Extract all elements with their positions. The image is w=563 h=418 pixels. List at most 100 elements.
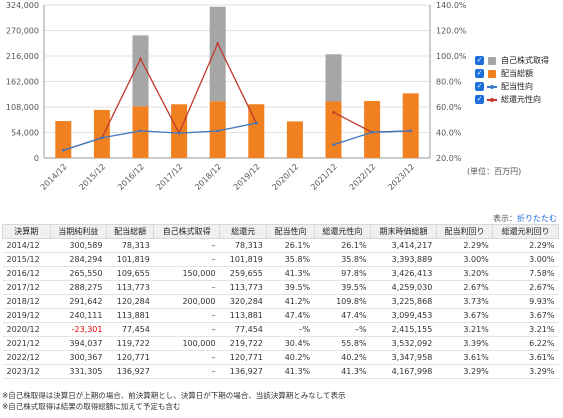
x-tick-label: 2023/12 — [386, 162, 416, 192]
table-cell: 3,347,958 — [370, 350, 437, 365]
table-row: 2014/12 300,589 78,313–78,313 26.1% 26.1% 3,4… — [2, 238, 559, 253]
legend-item-payout-ratio[interactable]: ✓ 配当性向 — [475, 80, 549, 93]
table-row: 2020/12 -23,301 77,454–77,454 –% –% 2,415,155… — [2, 322, 559, 337]
series-point — [139, 57, 142, 61]
legend-label: 総還元性向 — [501, 95, 541, 104]
series-point — [139, 129, 142, 133]
footnotes: ※自己株取得は決算日が上期の場合、前決算期とし、決算日が下期の場合、当該決算期と… — [2, 390, 346, 412]
table-cell: 97.8% — [314, 266, 371, 281]
table-cell: 3.29% — [492, 364, 559, 379]
series-point — [100, 136, 104, 140]
table-cell: – — [153, 322, 220, 337]
column-header: 期末時価総額 — [370, 224, 437, 239]
table-cell: 3,225,868 — [370, 294, 437, 309]
table-cell: 55.8% — [314, 336, 371, 351]
y-tick-label-right: 80.0% — [436, 78, 462, 87]
table-cell: 47.4% — [266, 308, 315, 323]
table-cell: 2017/12 — [2, 280, 51, 295]
bar-dividend-total — [402, 93, 419, 158]
column-header: 総還元性向 — [313, 224, 372, 239]
checkbox-icon[interactable]: ✓ — [475, 56, 484, 65]
column-header: 総還元 — [219, 224, 268, 239]
column-header: 配当総額 — [105, 224, 155, 239]
column-header: 配当利回り — [435, 224, 494, 239]
table-cell: 2.29% — [492, 238, 559, 253]
table-cell: 2021/12 — [2, 336, 51, 351]
x-tick-label: 2017/12 — [155, 162, 185, 192]
series-point — [62, 148, 65, 152]
table-cell: 30.4% — [266, 336, 315, 351]
table-cell: 4,259,030 — [370, 280, 437, 295]
legend-label: 配当性向 — [501, 82, 533, 91]
table-cell: 2.29% — [436, 238, 493, 253]
y-tick-label-left: 270,000 — [6, 27, 39, 36]
legend-item-total-return-ratio[interactable]: ✓ 総還元性向 — [475, 93, 549, 106]
bar-buyback — [209, 6, 226, 102]
table-cell: 3,099,453 — [370, 308, 437, 323]
table-cell: 200,000 — [153, 294, 220, 309]
table-cell: 78,313 — [219, 238, 267, 253]
table-cell: 3.20% — [436, 266, 493, 281]
table-cell: 41.3% — [266, 266, 315, 281]
table-cell: 2020/12 — [2, 322, 51, 337]
x-tick-label: 2022/12 — [348, 162, 378, 192]
table-cell: 47.4% — [314, 308, 371, 323]
table-cell: –% — [314, 322, 371, 337]
table-cell: 2.67% — [436, 280, 493, 295]
table-cell: 6.22% — [492, 336, 559, 351]
table-cell: 35.8% — [266, 252, 315, 267]
table-cell: 2015/12 — [2, 252, 51, 267]
y-tick-label-right: 40.0% — [436, 129, 462, 138]
table-cell: 2019/12 — [2, 308, 51, 323]
column-header: 決算期 — [2, 224, 51, 239]
table-cell: – — [153, 308, 220, 323]
table-cell: 2022/12 — [2, 350, 51, 365]
table-cell: – — [153, 364, 220, 379]
column-header: 総還元利回り — [492, 224, 559, 239]
legend-item-dividend-total[interactable]: ✓ 配当総額 — [475, 67, 549, 80]
table-cell: 120,771 — [219, 350, 267, 365]
table-row: 2021/12 394,037 119,722 100,000 219,722 30.4%… — [2, 336, 559, 351]
table-cell: 40.2% — [314, 350, 371, 365]
dividend-table: 決算期 当期純利益 配当総額 自己株式取得 総還元 配当性向 総還元性向 期末時価総額 配当利回… — [2, 224, 559, 379]
series-point — [177, 131, 181, 135]
table-cell: 3,532,092 — [370, 336, 437, 351]
series-point — [332, 143, 335, 147]
table-cell: 136,927 — [106, 364, 154, 379]
table-cell: – — [153, 280, 220, 295]
checkbox-icon[interactable]: ✓ — [475, 95, 484, 104]
table-cell: 35.8% — [314, 252, 371, 267]
series-point — [332, 111, 335, 114]
checkbox-icon[interactable]: ✓ — [475, 82, 484, 91]
table-cell: 4,167,998 — [370, 364, 437, 379]
table-cell: 3.73% — [436, 294, 493, 309]
table-cell: 77,454 — [219, 322, 267, 337]
table-cell: 7.58% — [492, 266, 559, 281]
x-tick-label: 2019/12 — [232, 162, 262, 192]
table-cell: 3.67% — [436, 308, 493, 323]
table-cell: 39.5% — [314, 280, 371, 295]
table-cell: 113,773 — [106, 280, 154, 295]
table-cell: 2.67% — [492, 280, 559, 295]
table-row: 2022/12 300,367 120,771–120,771 40.2% 40.2% 3… — [2, 350, 559, 365]
table-cell: 3.00% — [436, 252, 493, 267]
chart-legend: ✓ 自己株式取得 ✓ 配当総額 ✓ 配当性向 ✓ 総還元性向 — [475, 54, 549, 106]
table-cell: 2018/12 — [2, 294, 51, 309]
checkbox-icon[interactable]: ✓ — [475, 69, 484, 78]
bar-dividend-total — [286, 121, 303, 158]
footnote: ※自己株式取得は結果の取得総額に加えて予定も含む — [2, 402, 181, 411]
x-tick-label: 2021/12 — [309, 162, 339, 192]
table-cell: 3,426,413 — [370, 266, 437, 281]
table-row: 2017/12 288,275 113,773–113,773 39.5% 39.5% 4… — [2, 280, 559, 295]
table-row: 2016/12 265,550 109,655 150,000 259,655 41.3%… — [2, 266, 559, 281]
table-cell: 265,550 — [50, 266, 107, 281]
series-line — [63, 122, 257, 151]
legend-item-buyback[interactable]: ✓ 自己株式取得 — [475, 54, 549, 67]
table-cell: 2,415,155 — [370, 322, 437, 337]
table-cell: 2014/12 — [2, 238, 51, 253]
unit-note: (単位：百万円) — [467, 167, 522, 176]
collapse-link[interactable]: 折りたたむ — [517, 214, 557, 223]
table-cell: –% — [266, 322, 315, 337]
table-cell: 120,771 — [106, 350, 154, 365]
table-cell: 39.5% — [266, 280, 315, 295]
